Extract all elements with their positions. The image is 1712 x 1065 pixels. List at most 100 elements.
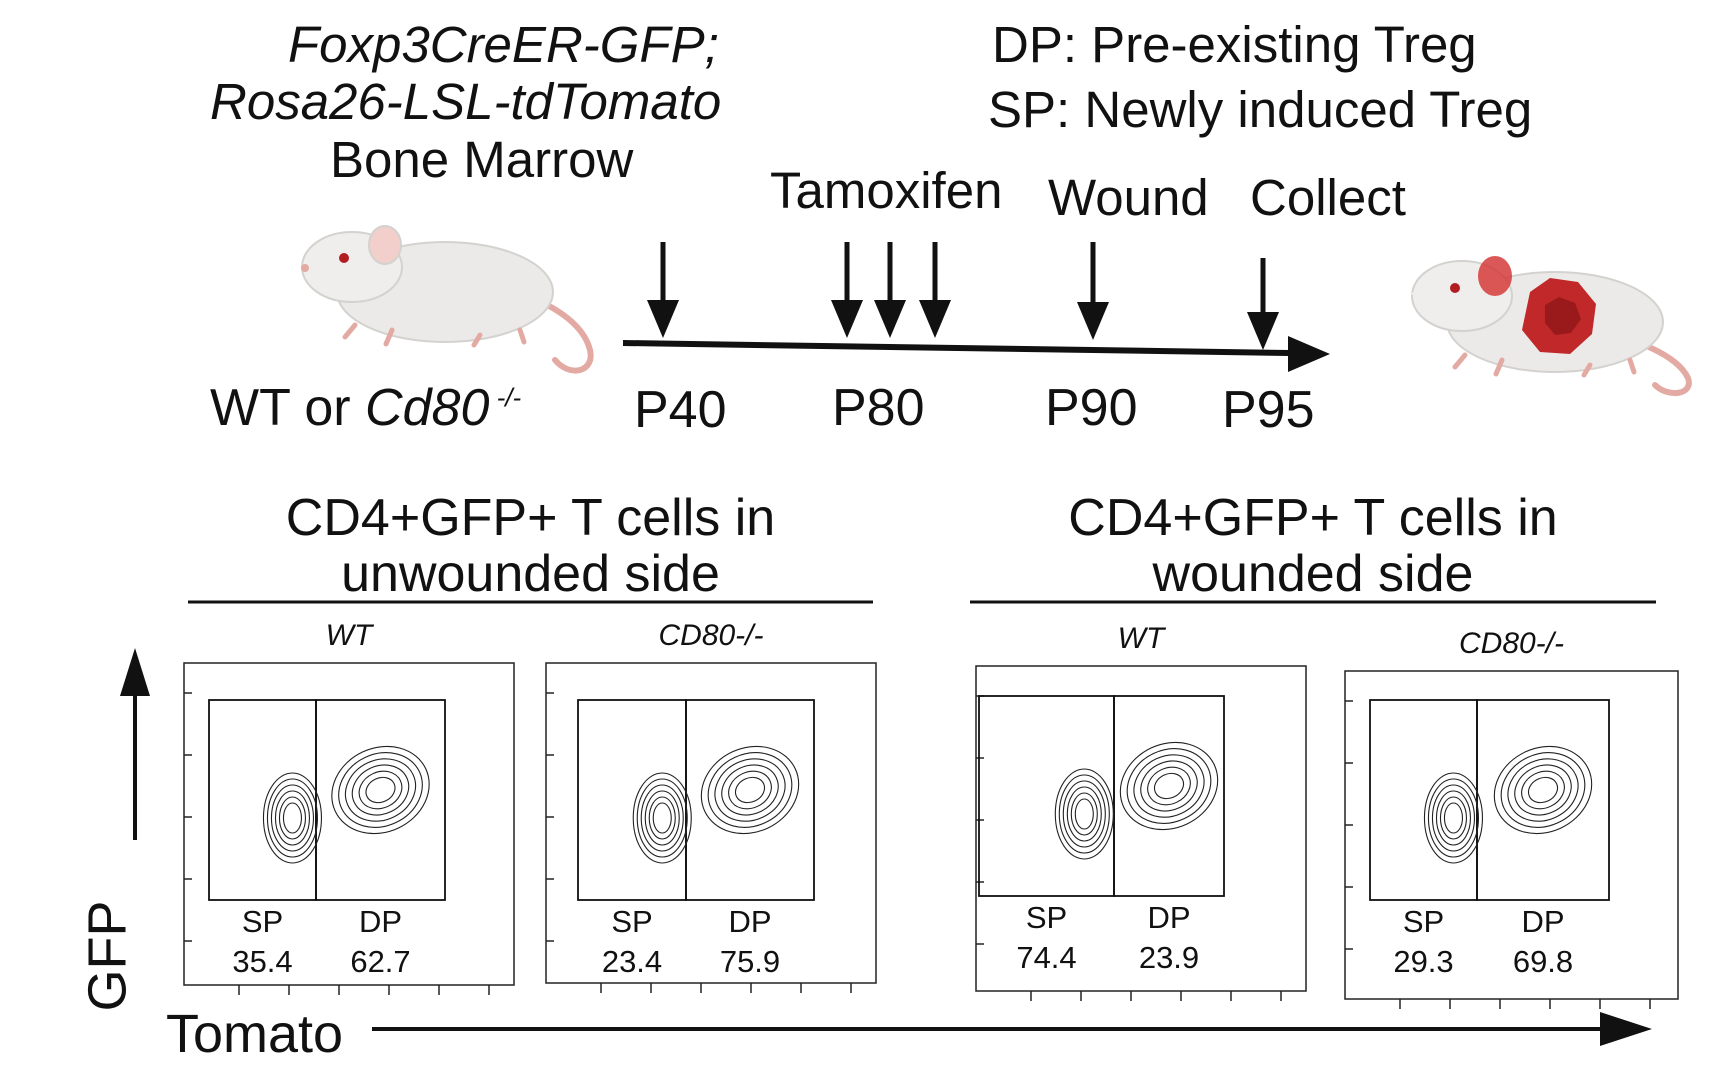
flow-panel xyxy=(545,662,877,993)
panel-frame xyxy=(975,665,1307,992)
legend-sp: SP: Newly induced Treg xyxy=(988,81,1533,138)
dp-gate-stat: DP 23.9 xyxy=(1109,898,1229,978)
dp-contour xyxy=(1507,758,1579,822)
dp-gate-stat: DP 69.8 xyxy=(1483,902,1603,982)
sp-gate-stat: SP 74.4 xyxy=(987,898,1107,978)
sp-gate xyxy=(577,699,687,901)
panel-frame xyxy=(545,662,877,984)
sp-gate-stat: SP 23.4 xyxy=(572,902,692,982)
flow-panel xyxy=(1344,670,1679,1009)
dp-contour xyxy=(1119,741,1219,831)
sp-contour xyxy=(262,772,323,864)
sp-contour xyxy=(278,796,307,840)
panel-frame xyxy=(1344,670,1679,1000)
sp-contour xyxy=(1074,798,1094,830)
dp-contour xyxy=(728,770,772,810)
sp-gate xyxy=(978,695,1115,897)
sp-contour xyxy=(1431,784,1476,852)
dp-gate-stat-value: 75.9 xyxy=(719,944,781,979)
panel-frame xyxy=(183,662,515,986)
dp-contour xyxy=(351,764,410,816)
dp-contour xyxy=(1153,772,1185,800)
event-tamoxifen-label: Tamoxifen xyxy=(770,162,1003,219)
flow-panel xyxy=(183,662,515,995)
sp-contour xyxy=(632,772,692,864)
timepoint-p40: P40 xyxy=(634,381,727,439)
dp-contour xyxy=(1126,748,1212,824)
sp-contour xyxy=(1423,772,1484,864)
sp-contour xyxy=(1439,796,1468,840)
dp-gate-stat-value: 23.9 xyxy=(1138,940,1200,975)
legend-dp: DP: Pre-existing Treg xyxy=(992,16,1477,73)
donor-mouse-icon xyxy=(301,225,594,374)
sp-contour xyxy=(270,784,315,852)
event-collect-label: Collect xyxy=(1250,169,1406,226)
event-wound-label: Wound xyxy=(1048,169,1209,226)
sp-gate-stat-value: 29.3 xyxy=(1393,944,1454,979)
group-title-wounded: CD4+GFP+ T cells in wounded side xyxy=(1068,489,1558,603)
dp-contour xyxy=(707,752,793,828)
sp-contour xyxy=(1058,774,1110,854)
tomato-axis-label: Tomato xyxy=(166,1004,344,1064)
wounded-mouse-icon xyxy=(1410,256,1692,396)
sp-contour xyxy=(644,790,680,846)
panel-title: WT xyxy=(325,619,373,652)
timepoint-p80: P80 xyxy=(832,379,925,437)
dp-contour xyxy=(1493,745,1593,835)
genotype-line-1: Foxp3CreER-GFP; xyxy=(288,16,719,73)
arrow-p40 xyxy=(647,242,679,338)
dp-contour xyxy=(358,770,403,810)
sp-contour xyxy=(648,796,676,840)
dp-gate xyxy=(315,699,446,901)
dp-contour xyxy=(338,752,423,828)
sp-gate-stat: SP 29.3 xyxy=(1364,902,1484,982)
sp-gate-stat-value: 23.4 xyxy=(601,944,663,979)
dp-gate xyxy=(685,699,815,901)
sp-contour xyxy=(1070,792,1098,836)
dp-gate-stat-label: DP xyxy=(1147,900,1191,935)
arrow-tamoxifen-3 xyxy=(919,242,951,338)
arrow-tamoxifen-1 xyxy=(831,242,863,338)
panel-title: WT xyxy=(1117,622,1165,655)
event-arrows xyxy=(647,242,1279,350)
dp-contour xyxy=(365,776,396,804)
dp-contour xyxy=(714,758,786,822)
sp-contour xyxy=(1066,786,1102,842)
dp-contour xyxy=(344,758,417,822)
dp-contour xyxy=(1521,770,1565,810)
dp-contour xyxy=(700,745,800,835)
sp-gate-stat-value: 35.4 xyxy=(232,944,293,979)
gfp-axis-label-wrap: GFP xyxy=(78,900,182,1011)
dp-gate-stat: DP 62.7 xyxy=(321,902,441,982)
recipient-label: WT or Cd80 -/- xyxy=(210,379,522,437)
dp-gate-stat-label: DP xyxy=(358,904,403,939)
sp-gate-stat-label: SP xyxy=(1402,904,1445,939)
dp-gate-stat-value: 62.7 xyxy=(350,944,411,979)
sp-contour xyxy=(636,778,688,858)
sp-contour xyxy=(282,802,303,834)
gfp-axis-arrow xyxy=(120,648,150,840)
dp-gate-stat-label: DP xyxy=(728,904,772,939)
sp-gate-stat-label: SP xyxy=(1025,900,1068,935)
sp-contour xyxy=(1435,790,1472,846)
panel-title: CD80-/- xyxy=(1458,627,1564,660)
dp-contour xyxy=(331,745,430,835)
sp-gate-stat: SP 35.4 xyxy=(203,902,323,982)
sp-contour xyxy=(1427,778,1480,858)
dp-contour xyxy=(1514,764,1572,816)
timepoint-p90: P90 xyxy=(1045,379,1138,437)
arrow-wound xyxy=(1077,242,1109,340)
sp-contour xyxy=(266,778,319,858)
dp-contour xyxy=(1500,752,1586,828)
dp-contour xyxy=(721,764,779,816)
dp-gate xyxy=(1113,695,1225,897)
dp-contour xyxy=(1527,776,1559,804)
genotype-line-2: Rosa26-LSL-tdTomato xyxy=(210,73,722,130)
sp-contour xyxy=(1054,768,1114,860)
dp-contour xyxy=(1140,760,1198,812)
arrow-collect xyxy=(1247,258,1279,350)
dp-gate-stat: DP 75.9 xyxy=(690,902,810,982)
sp-contour xyxy=(640,784,684,852)
dp-gate xyxy=(1476,699,1610,901)
